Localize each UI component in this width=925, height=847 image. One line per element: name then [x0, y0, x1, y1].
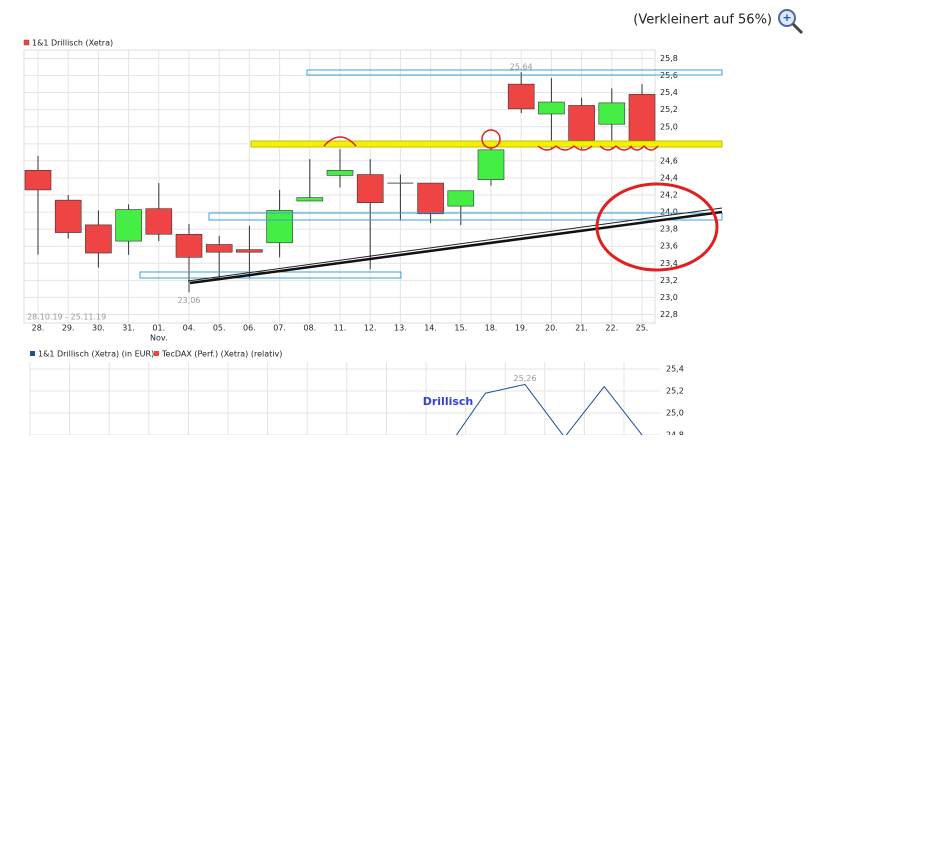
x-tick-label: 19.: [515, 324, 528, 333]
y-tick-label: 23,6: [660, 242, 678, 251]
y-tick-label: 25,4: [666, 365, 684, 374]
x-tick-label: 28.: [32, 324, 45, 333]
y-tick-label: 24,2: [660, 191, 678, 200]
candle-body: [598, 102, 626, 125]
candle-body: [205, 244, 233, 253]
annotations: [139, 69, 723, 285]
y-tick-label: 23,4: [660, 259, 678, 268]
x-tick-label: 18.: [485, 324, 498, 333]
legend-entry: TecDAX (Perf.) (Xetra) (relativ): [161, 350, 282, 359]
legend: 1&1 Drillisch (Xetra): [32, 39, 113, 48]
candle-body: [236, 249, 263, 253]
y-tick-label: 23,2: [660, 276, 678, 285]
x-tick-label: 01.: [152, 324, 165, 333]
peak-label: 25,26: [514, 374, 537, 383]
x-tick-label: 12.: [364, 324, 377, 333]
candle-body: [477, 149, 505, 180]
candle-body: [628, 94, 656, 141]
svg-text:+: +: [782, 11, 791, 24]
candle-body: [417, 182, 444, 215]
legend-swatch: [30, 351, 35, 356]
candle-body: [175, 233, 203, 258]
candle-body: [447, 190, 475, 207]
x-tick-label: 31.: [122, 324, 135, 333]
y-tick-label: 24,0: [660, 208, 678, 217]
y-tick-label: 25,8: [660, 54, 678, 63]
value-annotation: 23,06: [178, 296, 201, 305]
x-tick-label: 25.: [636, 324, 649, 333]
x-tick-label: 08.: [303, 324, 316, 333]
month-label: Nov.: [150, 334, 168, 343]
zoom-icon[interactable]: +: [778, 9, 804, 35]
candle-body: [296, 197, 324, 202]
y-tick-label: 25,0: [666, 409, 684, 418]
y-tick-label: 24,4: [660, 173, 678, 182]
x-tick-label: 05.: [213, 324, 226, 333]
y-tick-label: 23,8: [660, 225, 678, 234]
x-tick-label: 22.: [605, 324, 618, 333]
y-tick-label: 25,2: [660, 105, 678, 114]
y-tick-label: 25,4: [660, 88, 678, 97]
chart-1: 25,825,625,425,225,024,824,624,424,224,0…: [23, 49, 678, 343]
candle-body: [145, 208, 173, 235]
candle-body: [54, 199, 82, 233]
candle-body: [266, 210, 293, 244]
date-range: 28.10.19 - 25.11.19: [27, 313, 106, 322]
y-tick-label: 24,8: [666, 431, 684, 440]
y-tick-label: 22,8: [660, 310, 678, 319]
legend-entry: 1&1 Drillisch (Xetra) (in EUR): [38, 350, 154, 359]
y-tick-label: 25,2: [666, 387, 684, 396]
y-tick-label: 23,0: [660, 293, 678, 302]
x-tick-label: 04.: [183, 324, 196, 333]
candle-body: [24, 169, 52, 191]
y-tick-label: 25,0: [660, 122, 678, 131]
series-annotation: Drillisch: [423, 395, 474, 408]
candle-body: [115, 209, 142, 242]
y-tick-label: 24,6: [660, 156, 678, 165]
candle-body: [85, 224, 112, 254]
x-tick-label: 15.: [454, 324, 467, 333]
candle-body: [538, 101, 565, 115]
candle-body: [326, 169, 354, 176]
x-tick-label: 07.: [273, 324, 286, 333]
x-tick-label: 29.: [62, 324, 75, 333]
value-annotation: 25,64: [510, 63, 533, 72]
legend-swatch: [23, 39, 30, 46]
candle-body: [507, 83, 535, 110]
plot-clip: 25,4 25,2 25,0 24,8 25,26 Drillisch: [29, 362, 684, 440]
x-tick-label: 20.: [545, 324, 558, 333]
x-tick-label: 30.: [92, 324, 105, 333]
x-tick-label: 06.: [243, 324, 256, 333]
x-tick-label: 11.: [334, 324, 347, 333]
chart-2: 25,4 25,2 25,0 24,8 25,26 Drillisch: [29, 362, 684, 440]
x-tick-label: 21.: [575, 324, 588, 333]
legend-swatch: [154, 351, 159, 356]
x-tick-label: 13.: [394, 324, 407, 333]
line-series: [455, 383, 643, 435]
candle-body: [568, 105, 595, 141]
y-tick-label: 25,6: [660, 71, 678, 80]
zoom-label: (Verkleinert auf 56%): [633, 13, 772, 28]
x-tick-label: 14.: [424, 324, 437, 333]
candle-body: [356, 174, 384, 204]
